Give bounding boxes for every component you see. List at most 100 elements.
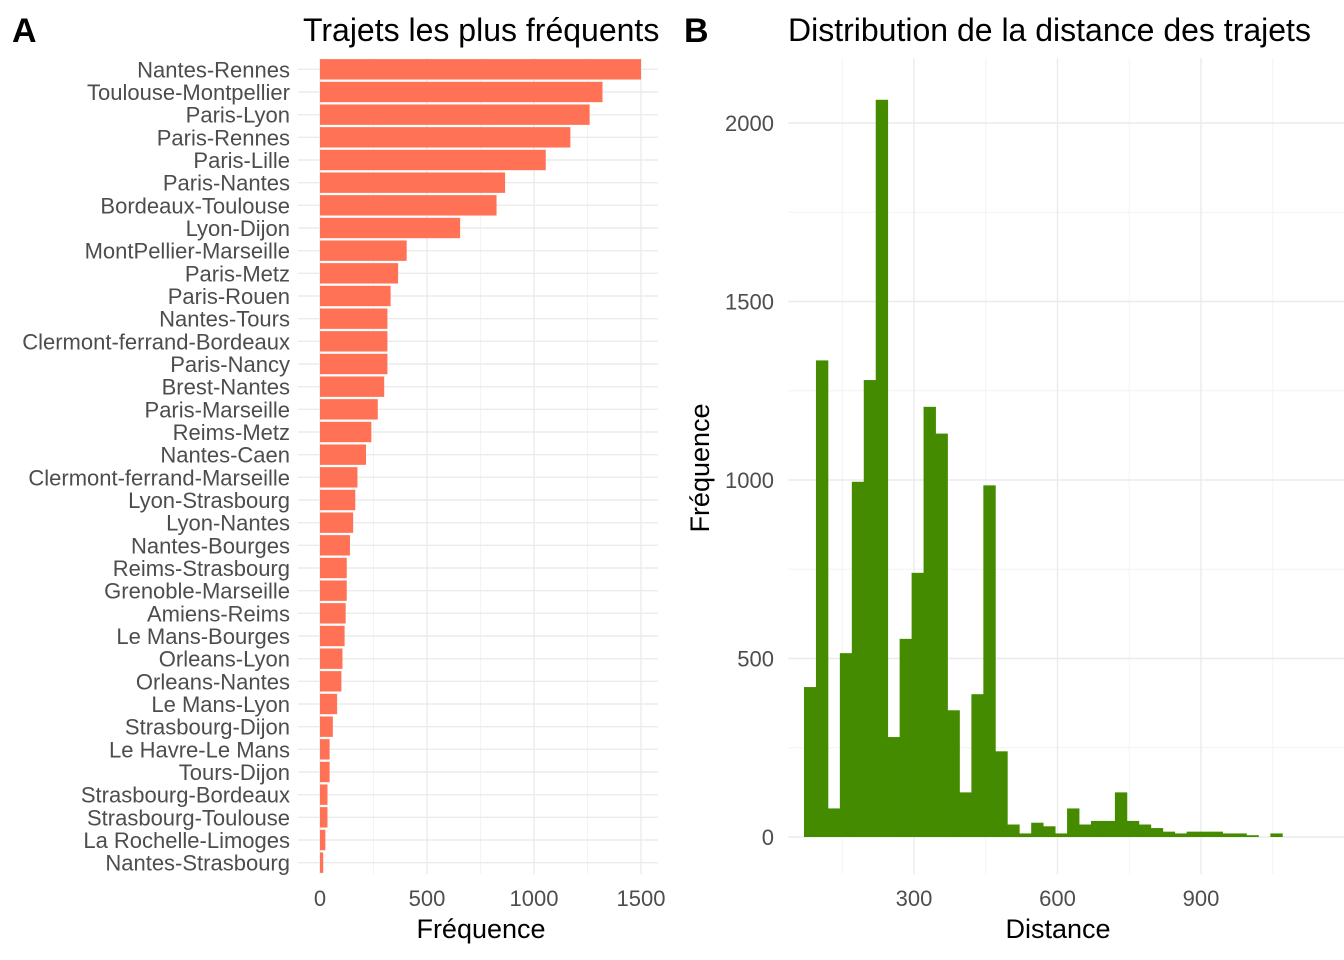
panel-a-bar bbox=[320, 489, 356, 511]
panel-a-route-label: Le Havre-Le Mans bbox=[109, 737, 290, 762]
panel-b-y-tick-label: 2000 bbox=[725, 111, 774, 136]
panel-a-bar bbox=[320, 81, 603, 103]
panel-a-bar bbox=[320, 603, 346, 624]
panel-a-bar bbox=[320, 648, 343, 669]
panel-b-histogram-bar bbox=[1138, 824, 1152, 837]
panel-a-route-label: Paris-Metz bbox=[185, 261, 290, 286]
panel-b-histogram-bar bbox=[1007, 824, 1020, 837]
panel-a-bar bbox=[320, 557, 347, 579]
panel-b-histogram-bar bbox=[1150, 828, 1164, 837]
panel-a-x-tick-labels: 0 500 1000 1500 bbox=[314, 886, 666, 911]
panel-a-route-label: Paris-Nancy bbox=[170, 352, 290, 377]
panel-a-x-tick-label: 0 bbox=[314, 886, 326, 911]
panel-b-histogram-bar bbox=[959, 792, 972, 837]
panel-a-bar bbox=[320, 421, 372, 443]
panel-a-route-label: Grenoble-Marseille bbox=[104, 579, 290, 604]
panel-a-bar bbox=[320, 353, 388, 375]
panel-a-route-label: Lyon-Strasbourg bbox=[128, 488, 290, 513]
panel-a-bar bbox=[320, 195, 497, 216]
panel-a-route-label: Amiens-Reims bbox=[147, 601, 290, 626]
panel-a-route-label: Reims-Metz bbox=[173, 420, 290, 445]
panel-b-histogram-bar bbox=[815, 360, 829, 837]
panel-a-bar bbox=[320, 784, 328, 805]
panel-b-histogram-bar bbox=[875, 99, 889, 838]
panel-a-route-label: Lyon-Dijon bbox=[186, 216, 290, 241]
panel-a-route-label: Strasbourg-Dijon bbox=[125, 715, 290, 740]
panel-a-bar bbox=[320, 217, 461, 239]
panel-b-x-tick-labels: 300 600 900 bbox=[896, 886, 1220, 911]
panel-b-distance-histogram: 0 500 1000 1500 2000 300 600 900 B Distributio… bbox=[684, 12, 1344, 944]
panel-a-route-label: Nantes-Strasbourg bbox=[105, 851, 290, 876]
panel-a-route-label: Paris-Nantes bbox=[163, 171, 290, 196]
panel-b-histogram-bar bbox=[1055, 833, 1068, 837]
panel-b-histogram-bar bbox=[1246, 835, 1259, 837]
panel-a-bar bbox=[320, 807, 328, 828]
panel-a-tag: A bbox=[12, 12, 37, 50]
panel-b-x-tick-label: 600 bbox=[1039, 886, 1076, 911]
panel-a-route-label: Brest-Nantes bbox=[162, 375, 290, 400]
panel-b-title: Distribution de la distance des trajets bbox=[788, 12, 1311, 48]
panel-a-bar bbox=[320, 625, 345, 647]
panel-a-bar bbox=[320, 127, 571, 148]
panel-a-route-label: Paris-Marseille bbox=[145, 397, 290, 422]
panel-a-route-label: La Rochelle-Limoges bbox=[83, 828, 290, 853]
panel-a-bars bbox=[320, 59, 641, 873]
panel-a-route-label: Bordeaux-Toulouse bbox=[100, 193, 290, 218]
panel-b-histogram-bar bbox=[1198, 831, 1211, 837]
panel-b-histogram-bar bbox=[1090, 820, 1104, 837]
panel-b-histogram-bar bbox=[1234, 833, 1247, 837]
panel-a-route-label: Reims-Strasbourg bbox=[113, 556, 290, 581]
panel-b-histogram-bar bbox=[1031, 822, 1044, 837]
panel-a-bar bbox=[320, 739, 330, 760]
panel-a-route-label: Orleans-Lyon bbox=[159, 647, 290, 672]
panel-a-bar bbox=[320, 829, 326, 851]
panel-a-x-tick-label: 1500 bbox=[617, 886, 666, 911]
panel-a-route-label: MontPellier-Marseille bbox=[85, 239, 290, 264]
panel-a-route-label: Nantes-Rennes bbox=[137, 57, 290, 82]
panel-a-route-label: Orleans-Nantes bbox=[136, 669, 290, 694]
panel-b-histogram-bar bbox=[983, 485, 996, 837]
panel-b-histogram-bar bbox=[935, 433, 948, 837]
panel-a-bar bbox=[320, 285, 391, 307]
panel-b-histogram-bar bbox=[887, 737, 901, 837]
panel-b-histogram-bar bbox=[1019, 833, 1032, 837]
panel-b-histogram-bar bbox=[827, 808, 841, 837]
panel-a-bar bbox=[320, 512, 354, 533]
panel-b-histogram-bar bbox=[1126, 820, 1140, 837]
panel-a-route-label: Toulouse-Montpellier bbox=[87, 80, 290, 105]
panel-a-bar bbox=[320, 761, 330, 783]
panel-b-histogram-bars bbox=[803, 99, 1283, 838]
panel-b-histogram-bar bbox=[1174, 833, 1188, 837]
panel-b-histogram-bar bbox=[1270, 833, 1283, 837]
panel-a-bar bbox=[320, 467, 358, 488]
panel-b-x-axis-title: Distance bbox=[1005, 914, 1110, 944]
panel-b-y-axis-title: Fréquence bbox=[685, 403, 715, 532]
panel-a-bar bbox=[320, 331, 388, 352]
panel-b-histogram-bar bbox=[971, 694, 984, 837]
panel-b-histogram-bar bbox=[1186, 831, 1200, 837]
panel-a-route-label: Paris-Rennes bbox=[157, 125, 290, 150]
panel-b-histogram-bar bbox=[1210, 831, 1223, 837]
panel-a-title: Trajets les plus fréquents bbox=[303, 12, 659, 48]
panel-b-histogram-bar bbox=[803, 687, 817, 837]
panel-a-route-label: Paris-Lyon bbox=[186, 103, 290, 128]
panel-b-x-tick-label: 900 bbox=[1183, 886, 1220, 911]
panel-a-bar bbox=[320, 671, 342, 692]
panel-b-histogram-bar bbox=[1222, 833, 1235, 837]
panel-b-histogram-bar bbox=[839, 653, 853, 837]
panel-b-histogram-bar bbox=[923, 406, 936, 837]
panel-b-histogram-bar bbox=[995, 751, 1008, 837]
panel-a-bar bbox=[320, 59, 641, 80]
panel-a-bar bbox=[320, 693, 338, 715]
panel-a-bar bbox=[320, 399, 378, 420]
panel-a-bar bbox=[320, 852, 324, 873]
panel-a-x-tick-label: 500 bbox=[409, 886, 446, 911]
panel-a-route-label: Paris-Rouen bbox=[168, 284, 290, 309]
panel-a-x-axis-title: Fréquence bbox=[416, 914, 545, 944]
panel-a-bar bbox=[320, 716, 333, 737]
panel-a-bar bbox=[320, 376, 385, 397]
panel-a-route-label: Le Mans-Lyon bbox=[151, 692, 290, 717]
panel-b-histogram-bar bbox=[1079, 824, 1092, 837]
panel-a-bar bbox=[320, 263, 399, 284]
panel-a-bar bbox=[320, 172, 506, 193]
